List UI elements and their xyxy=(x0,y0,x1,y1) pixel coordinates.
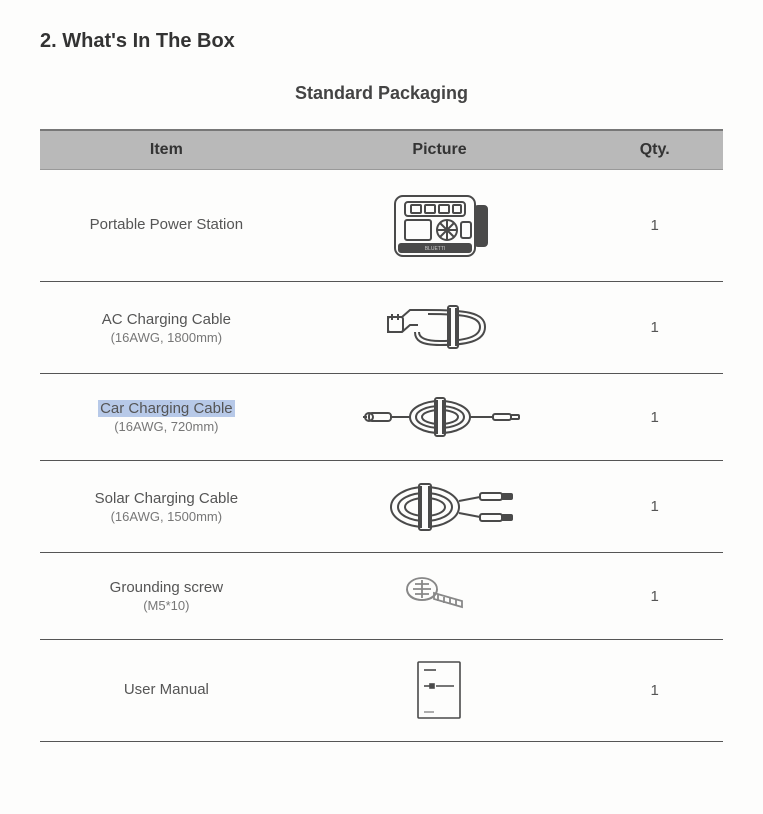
item-name: Portable Power Station xyxy=(90,216,243,233)
item-qty: 1 xyxy=(586,282,723,374)
contents-table: Item Picture Qty. Portable Power Station xyxy=(40,129,723,742)
item-spec: (16AWG, 1800mm) xyxy=(48,330,285,345)
item-qty: 1 xyxy=(586,640,723,742)
header-picture: Picture xyxy=(293,130,587,170)
item-spec: (16AWG, 720mm) xyxy=(48,419,285,434)
item-spec: (16AWG, 1500mm) xyxy=(48,509,285,524)
table-row: Solar Charging Cable (16AWG, 1500mm) xyxy=(40,461,723,553)
table-row: Grounding screw (M5*10) 1 xyxy=(40,553,723,640)
manual-icon xyxy=(412,658,467,723)
power-station-icon: BLUETTI xyxy=(385,188,495,263)
item-qty: 1 xyxy=(586,170,723,282)
item-qty: 1 xyxy=(586,374,723,461)
ac-cable-icon xyxy=(370,300,510,355)
header-qty: Qty. xyxy=(586,130,723,170)
solar-cable-icon xyxy=(355,479,525,534)
item-name: Solar Charging Cable xyxy=(95,490,238,507)
screw-icon xyxy=(400,571,480,621)
item-name: User Manual xyxy=(124,681,209,698)
header-item: Item xyxy=(40,130,293,170)
svg-text:BLUETTI: BLUETTI xyxy=(424,246,445,252)
subsection-heading: Standard Packaging xyxy=(40,83,723,104)
section-number: 2. xyxy=(40,30,57,52)
item-name: Car Charging Cable xyxy=(98,400,235,417)
item-qty: 1 xyxy=(586,553,723,640)
section-title-text: What's In The Box xyxy=(62,30,235,52)
table-row: Portable Power Station xyxy=(40,170,723,282)
table-row: User Manual 1 xyxy=(40,640,723,742)
table-row: Car Charging Cable (16AWG, 720mm) xyxy=(40,374,723,461)
item-name: Grounding screw xyxy=(110,579,223,596)
section-heading: 2. What's In The Box xyxy=(40,30,723,53)
item-name: AC Charging Cable xyxy=(102,311,231,328)
item-qty: 1 xyxy=(586,461,723,553)
table-row: AC Charging Cable (16AWG, 1800mm) xyxy=(40,282,723,374)
item-spec: (M5*10) xyxy=(48,598,285,613)
car-cable-icon xyxy=(355,392,525,442)
